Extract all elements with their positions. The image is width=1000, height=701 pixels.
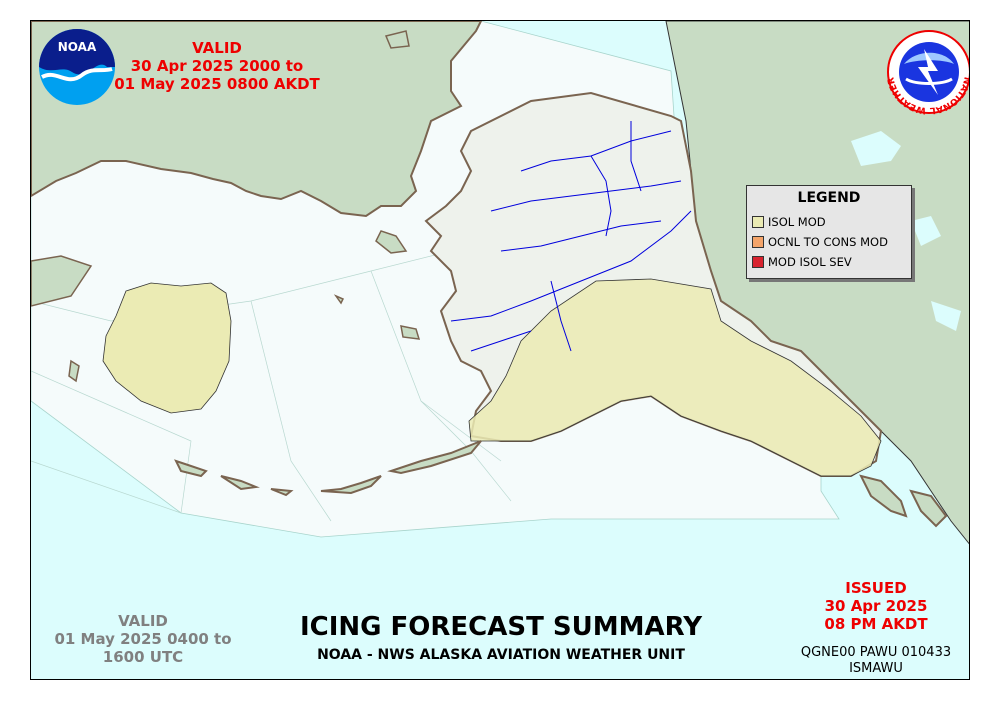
nws-logo-text: NATIONAL WEATHER SERVICE [886, 29, 969, 115]
nws-logo-ring-text: NATIONAL WEATHER SERVICE [886, 29, 970, 115]
issued-date: 30 Apr 2025 [824, 597, 928, 615]
legend-label-mod-isol-sev: MOD ISOL SEV [768, 255, 852, 269]
noaa-logo-text: NOAA [57, 40, 97, 54]
issued-label: ISSUED [845, 579, 907, 597]
valid-local-label: VALID [192, 39, 242, 57]
legend-item-isol-mod: ISOL MOD [752, 214, 826, 230]
legend-swatch-ocnl-cons-mod [752, 236, 764, 248]
icing-area-isol-mod-south [468, 278, 882, 477]
product-code: QGNE00 PAWU 010433 [800, 645, 952, 660]
land-siberia-bay [31, 255, 93, 307]
map-frame: NOAA NATIONAL WEATHER SERVICE VALID 30 A… [30, 20, 970, 680]
legend-box: LEGEND ISOL MOD OCNL TO CONS MOD MOD ISO… [746, 185, 912, 279]
legend-item-mod-isol-sev: MOD ISOL SEV [752, 254, 852, 270]
valid-utc-from: 01 May 2025 0400 to [54, 630, 232, 648]
panhandle-islands [859, 474, 948, 528]
bering-islands [68, 30, 421, 383]
rivers [450, 121, 692, 352]
canada-lakes [851, 131, 961, 331]
valid-utc-to: 1600 UTC [102, 648, 184, 666]
legend-title: LEGEND [797, 190, 861, 206]
valid-utc-label: VALID [118, 612, 168, 630]
icing-area-isol-mod-bering [102, 282, 232, 414]
icing-map [31, 21, 969, 679]
legend-swatch-isol-mod [752, 216, 764, 228]
noaa-logo [39, 29, 115, 105]
legend-swatch-mod-isol-sev [752, 256, 764, 268]
legend-label-ocnl-cons-mod: OCNL TO CONS MOD [768, 235, 888, 249]
aleutian-islands [174, 440, 482, 497]
land-siberia [31, 21, 483, 218]
issued-time: 08 PM AKDT [824, 615, 928, 633]
nws-logo [887, 30, 969, 114]
product-id: ISMAWU [849, 661, 903, 676]
legend-label-isol-mod: ISOL MOD [768, 215, 826, 229]
valid-local-to: 01 May 2025 0800 AKDT [114, 75, 320, 93]
legend-item-ocnl-cons-mod: OCNL TO CONS MOD [752, 234, 888, 250]
valid-local-from: 30 Apr 2025 2000 to [130, 57, 304, 75]
svg-text:NATIONAL WEATHER SERVICE: NATIONAL WEATHER SERVICE [886, 29, 970, 115]
page-title: ICING FORECAST SUMMARY [299, 612, 703, 642]
page-subtitle: NOAA - NWS ALASKA AVIATION WEATHER UNIT [317, 647, 685, 663]
